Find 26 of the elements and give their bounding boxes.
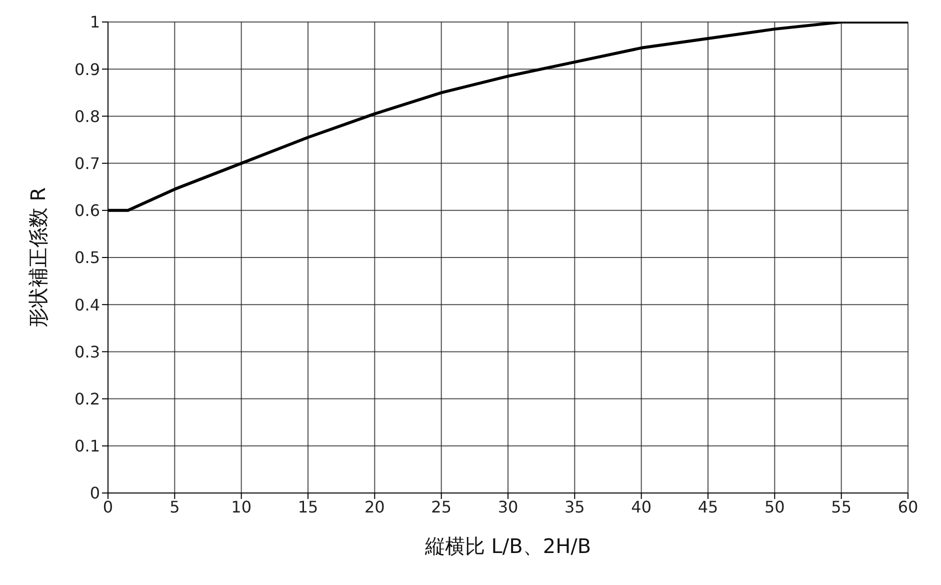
x-tick-label: 60 [898,497,918,516]
x-tick-label: 35 [564,497,585,516]
x-tick-label: 40 [631,497,652,516]
x-tick-label: 10 [231,497,252,516]
y-tick-label: 0.5 [74,248,100,268]
x-tick-label: 0 [102,497,114,516]
x-tick-label: 25 [431,497,452,516]
y-tick-label: 0.4 [74,295,100,314]
x-tick-label: 15 [298,497,318,516]
x-tick-label: 50 [764,497,785,516]
y-tick-label: 0 [90,484,100,503]
x-axis-title: 縦横比 L/B、2H/B [424,534,592,558]
x-tick-label: 30 [498,497,518,516]
y-tick-label: 0.8 [74,106,100,126]
y-tick-label: 0.3 [74,342,100,362]
y-axis-title: 形状補正係数 R [26,187,50,328]
y-tick-label: 0.9 [74,60,100,79]
y-tick-label: 0.1 [74,436,100,456]
x-tick-label: 20 [364,497,385,516]
y-tick-label: 0.2 [74,389,100,408]
x-tick-label: 55 [831,497,852,516]
x-tick-label: 5 [170,497,180,516]
y-tick-label: 0.7 [74,154,100,173]
x-tick-label: 45 [698,497,718,516]
y-tick-label: 0.6 [74,201,100,220]
y-tick-label: 1 [90,12,100,32]
